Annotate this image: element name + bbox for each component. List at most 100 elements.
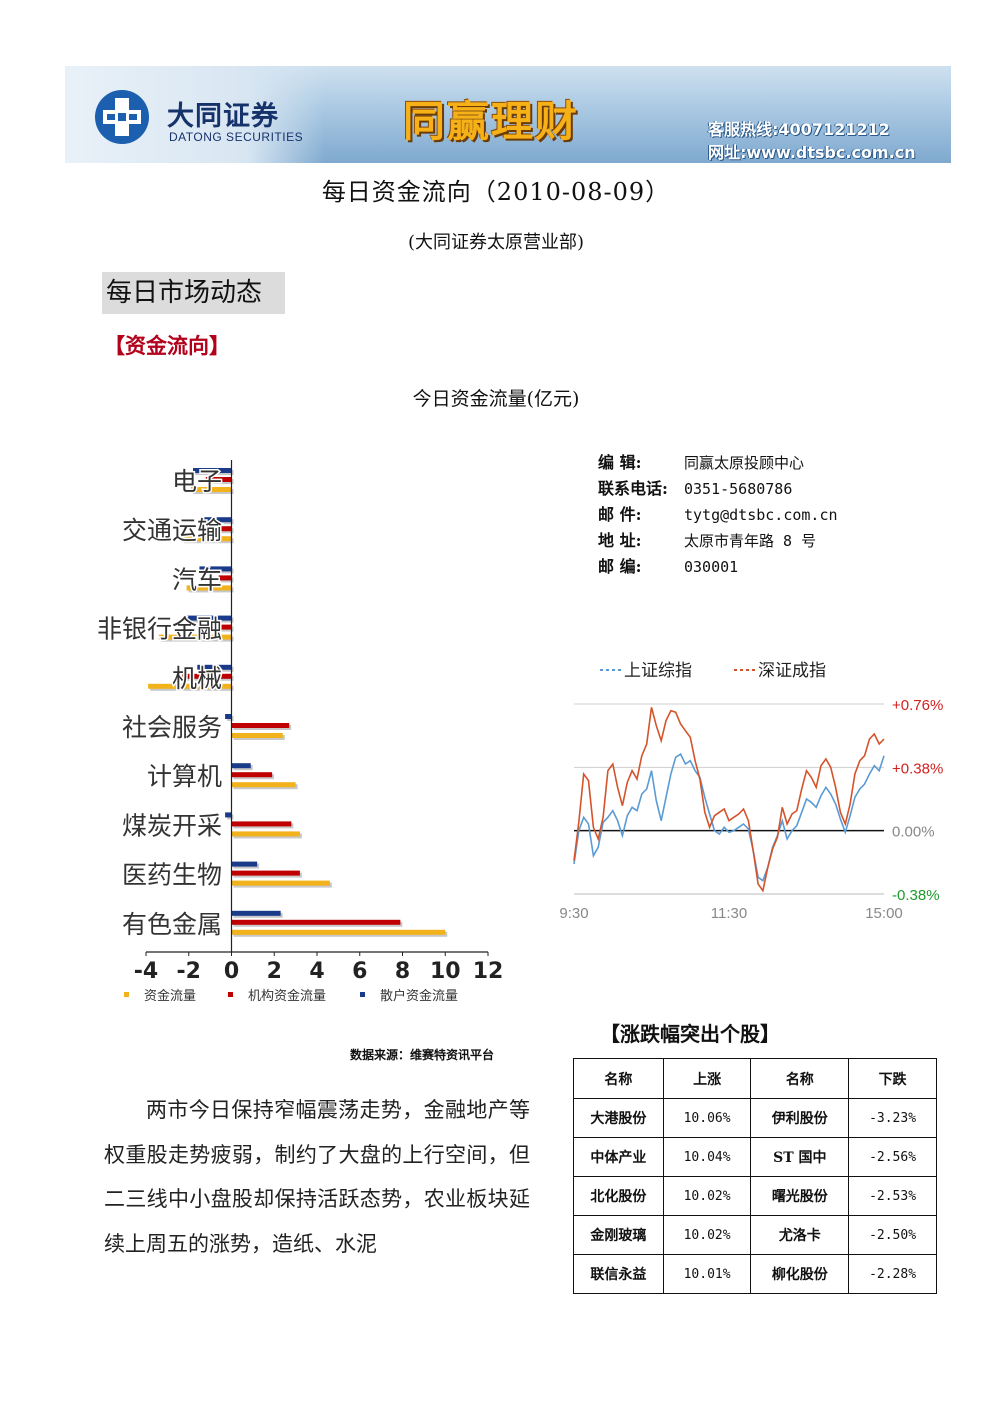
banner-slogan: 同赢理财 bbox=[403, 97, 580, 146]
header-up: 上涨 bbox=[662, 1058, 752, 1099]
bar-retail bbox=[225, 812, 232, 818]
category-label: 电子 bbox=[172, 467, 222, 496]
bar-institution bbox=[231, 919, 401, 925]
stock-name-cell: 尤洛卡 bbox=[750, 1215, 850, 1255]
page-title: 每日资金流向（2010-08-09） bbox=[321, 178, 671, 206]
change-cell: -3.23% bbox=[848, 1098, 937, 1138]
category-label: 煤炭开采 bbox=[122, 811, 222, 840]
table-row: 大港股份 10.06% 伊利股份 -3.23% bbox=[573, 1098, 937, 1138]
legend-label: 上证综指 bbox=[624, 661, 692, 681]
contact-row: 编 辑: 同赢太原投顾中心 bbox=[598, 450, 838, 476]
bar-retail bbox=[231, 763, 251, 769]
time-tick-label: 9:30 bbox=[559, 905, 588, 922]
table-row: 中体产业 10.04% ST 国中 -2.56% bbox=[573, 1137, 937, 1177]
table-header-row: 名称 上涨 名称 下跌 bbox=[573, 1058, 937, 1099]
bar-institution bbox=[231, 870, 300, 876]
bar-institution bbox=[205, 477, 232, 482]
change-cell: -2.28% bbox=[848, 1254, 937, 1294]
contact-value: 0351-5680786 bbox=[684, 480, 793, 498]
stock-name-cell: 大港股份 bbox=[573, 1098, 664, 1138]
x-tick-label: 2 bbox=[267, 959, 282, 984]
bar-institution bbox=[231, 723, 290, 728]
change-cell: 10.04% bbox=[662, 1137, 752, 1177]
contact-row: 地 址: 太原市青年路 8 号 bbox=[598, 528, 838, 554]
contact-block: 编 辑: 同赢太原投顾中心 联系电话: 0351-5680786 邮 件: tytg@dt… bbox=[598, 450, 838, 580]
movers-title: 【涨跌幅突出个股】 bbox=[600, 1022, 780, 1046]
category-label: 社会服务 bbox=[122, 713, 222, 742]
change-cell: 10.01% bbox=[662, 1254, 752, 1294]
table-row: 联信永益 10.01% 柳化股份 -2.28% bbox=[573, 1254, 937, 1294]
legend-label: 资金流量 bbox=[144, 988, 196, 1004]
bar-total bbox=[231, 733, 283, 738]
x-tick-label: 12 bbox=[473, 959, 504, 984]
x-tick-label: -4 bbox=[134, 959, 158, 984]
data-source: 数据来源：维赛特资讯平台 bbox=[350, 1048, 495, 1062]
stock-name-cell: 北化股份 bbox=[573, 1176, 664, 1216]
bar-total bbox=[158, 634, 232, 640]
legend-label: 深证成指 bbox=[758, 661, 826, 681]
bar-retail bbox=[225, 714, 232, 719]
change-cell: 10.02% bbox=[662, 1176, 752, 1216]
x-tick-label: 10 bbox=[430, 959, 461, 984]
bar-retail bbox=[193, 468, 232, 473]
stock-name-cell: 柳化股份 bbox=[750, 1254, 850, 1294]
stock-name-cell: 曙光股份 bbox=[750, 1176, 850, 1216]
header-down: 下跌 bbox=[848, 1058, 937, 1099]
bar-retail bbox=[201, 517, 232, 523]
contact-value: 太原市青年路 8 号 bbox=[684, 532, 817, 550]
stock-name-cell: 联信永益 bbox=[573, 1254, 664, 1294]
table-row: 北化股份 10.02% 曙光股份 -2.53% bbox=[573, 1176, 937, 1216]
index-intraday-chart: 上证综指 深证成指 +0.76% +0.38% 0.00% -0.38% 9:30 11:30… bbox=[559, 661, 943, 922]
table-row: 金刚玻璃 10.02% 尤洛卡 -2.50% bbox=[573, 1215, 937, 1255]
bar-retail bbox=[197, 664, 232, 670]
bar-institution bbox=[218, 575, 232, 581]
legend-label: 散户资金流量 bbox=[380, 988, 458, 1004]
category-label: 非银行金融 bbox=[97, 615, 222, 644]
contact-label: 邮 件: bbox=[598, 505, 642, 524]
bar-total bbox=[190, 487, 232, 492]
contact-label: 联系电话: bbox=[598, 479, 668, 498]
change-cell: 10.06% bbox=[662, 1098, 752, 1138]
market-commentary: 两市今日保持窄幅震荡走势，金融地产等权重股走势疲弱，制约了大盘的上行空间，但二三… bbox=[104, 1098, 530, 1256]
contact-label: 地 址: bbox=[598, 531, 642, 550]
stock-name-cell: 中体产业 bbox=[573, 1137, 664, 1177]
x-tick-label: 6 bbox=[352, 959, 367, 984]
section-heading: 每日市场动态 bbox=[102, 272, 285, 314]
header-banner: 大同证券 DATONG SECURITIES 同赢理财 客服热线:4007121… bbox=[65, 66, 951, 163]
category-label: 汽车 bbox=[172, 565, 222, 594]
category-label: 医药生物 bbox=[122, 861, 222, 890]
contact-label: 邮 编: bbox=[598, 557, 642, 576]
bar-retail bbox=[231, 910, 281, 916]
brand-name: 大同证券 bbox=[167, 101, 279, 132]
contact-value: 同赢太原投顾中心 bbox=[684, 454, 805, 472]
shenzhen-index-line bbox=[573, 707, 885, 893]
bar-total bbox=[231, 880, 330, 886]
bar-retail bbox=[231, 861, 258, 867]
bar-total bbox=[182, 536, 232, 542]
contact-row: 邮 编: 030001 bbox=[598, 554, 838, 580]
bar-institution bbox=[231, 821, 292, 827]
bar-retail bbox=[184, 615, 232, 621]
legend-label: 机构资金流量 bbox=[248, 988, 326, 1004]
bar-total bbox=[231, 782, 296, 788]
y-tick-label: +0.76% bbox=[892, 697, 943, 714]
bar-institution bbox=[203, 624, 232, 630]
time-tick-label: 11:30 bbox=[711, 905, 747, 922]
legend-swatch bbox=[360, 992, 365, 997]
stock-name-cell: 金刚玻璃 bbox=[573, 1215, 664, 1255]
bar-institution bbox=[182, 673, 232, 679]
datong-logo-icon bbox=[95, 90, 149, 144]
category-label: 计算机 bbox=[147, 762, 222, 791]
change-cell: -2.50% bbox=[848, 1215, 937, 1255]
x-tick-label: -2 bbox=[177, 959, 201, 984]
contact-label: 编 辑: bbox=[598, 453, 642, 472]
bar-institution bbox=[231, 772, 273, 778]
time-tick-label: 15:00 bbox=[865, 905, 903, 922]
x-tick-label: 4 bbox=[309, 959, 324, 984]
bar-retail bbox=[199, 566, 232, 572]
fund-flow-heading: 【资金流向】 bbox=[104, 333, 230, 358]
category-label: 机械 bbox=[172, 664, 222, 693]
y-tick-label: -0.38% bbox=[892, 887, 940, 904]
category-label: 有色金属 bbox=[122, 910, 222, 939]
bar-total bbox=[231, 831, 300, 837]
